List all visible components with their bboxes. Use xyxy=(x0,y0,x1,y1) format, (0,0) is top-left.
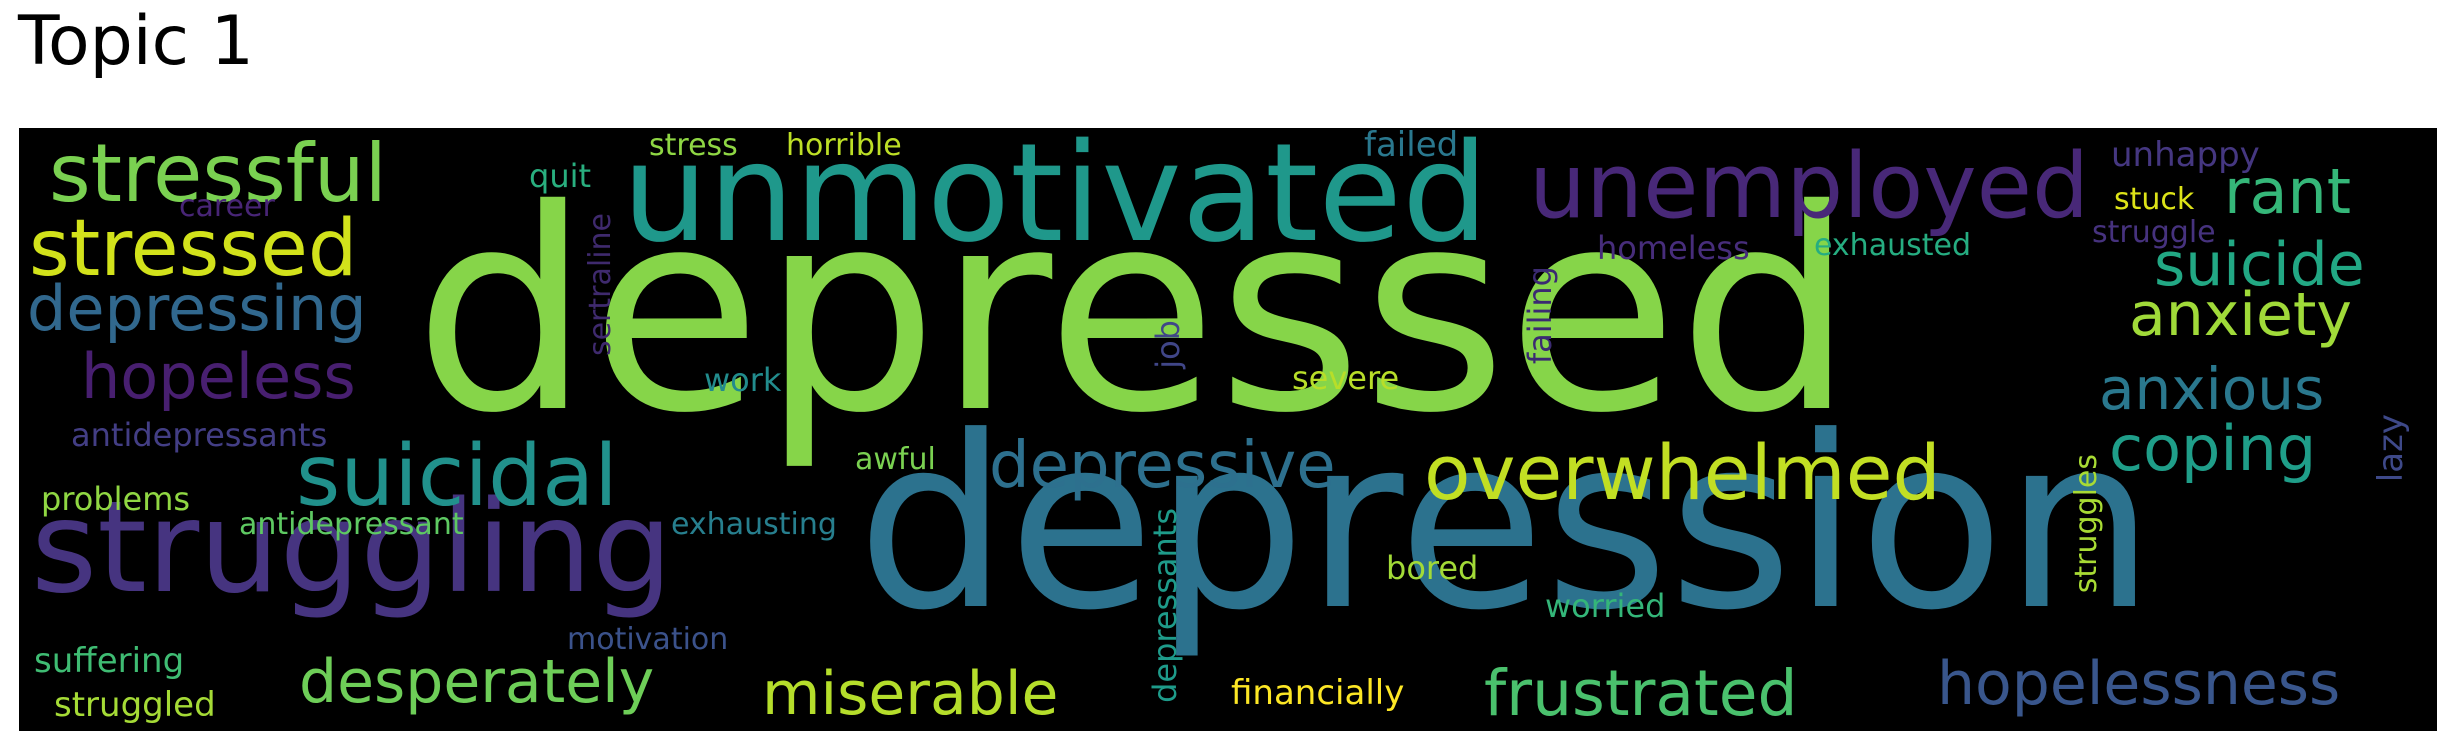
word-desperately: desperately xyxy=(299,647,655,717)
word-stress: stress xyxy=(649,128,738,163)
word-failing: failing xyxy=(1521,266,1559,365)
word-horrible: horrible xyxy=(786,128,902,163)
word-unmotivated: unmotivated xyxy=(622,128,1489,273)
word-worried: worried xyxy=(1545,587,1666,625)
word-overwhelmed: overwhelmed xyxy=(1424,428,1941,517)
word-severe: severe xyxy=(1292,359,1400,397)
word-coping: coping xyxy=(2109,412,2317,485)
word-failed: failed xyxy=(1364,128,1459,165)
word-struggled: struggled xyxy=(54,685,216,725)
word-suffering: suffering xyxy=(34,641,185,681)
word-depressing: depressing xyxy=(27,272,367,345)
word-suicidal: suicidal xyxy=(296,427,618,526)
word-quit: quit xyxy=(529,157,592,195)
word-motivation: motivation xyxy=(567,622,729,657)
word-struggle: struggle xyxy=(2092,215,2216,250)
word-cloud: depressed depression unmotivated struggl… xyxy=(19,128,2437,731)
word-depressants: depressants xyxy=(1146,508,1184,703)
word-bored: bored xyxy=(1386,549,1479,587)
word-exhausting: exhausting xyxy=(671,507,837,542)
word-hopeless: hopeless xyxy=(81,340,356,413)
word-depression: depression xyxy=(857,386,2156,663)
word-anxiety: anxiety xyxy=(2129,280,2352,350)
word-struggling: struggling xyxy=(31,473,673,621)
word-depressed: depressed xyxy=(414,150,1855,474)
word-hopelessness: hopelessness xyxy=(1937,649,2341,719)
word-problems: problems xyxy=(41,480,191,518)
word-stressed: stressed xyxy=(29,204,358,294)
word-antidepressants: antidepressants xyxy=(71,416,328,454)
word-exhausted: exhausted xyxy=(1814,228,1971,263)
word-rant: rant xyxy=(2224,155,2352,228)
word-unhappy: unhappy xyxy=(2111,135,2260,175)
word-anxious: anxious xyxy=(2099,355,2325,423)
word-struggles: struggles xyxy=(2069,454,2104,594)
word-antidepressant: antidepressant xyxy=(239,507,464,542)
word-stuck: stuck xyxy=(2114,182,2195,217)
word-depressive: depressive xyxy=(989,429,1336,503)
word-homeless: homeless xyxy=(1597,229,1750,267)
word-frustrated: frustrated xyxy=(1484,657,1798,730)
word-work: work xyxy=(704,361,782,399)
page-title: Topic 1 xyxy=(18,2,254,81)
word-career: career xyxy=(179,189,275,224)
word-miserable: miserable xyxy=(762,659,1059,729)
word-unemployed: unemployed xyxy=(1529,134,2090,239)
word-lazy: lazy xyxy=(2371,414,2411,483)
word-awful: awful xyxy=(855,442,936,477)
word-financially: financially xyxy=(1231,673,1405,713)
word-suicide: suicide xyxy=(2154,230,2365,300)
word-stressful: stressful xyxy=(49,128,387,220)
word-sertraline: sertraline xyxy=(583,213,618,357)
word-job: job xyxy=(1149,320,1187,369)
